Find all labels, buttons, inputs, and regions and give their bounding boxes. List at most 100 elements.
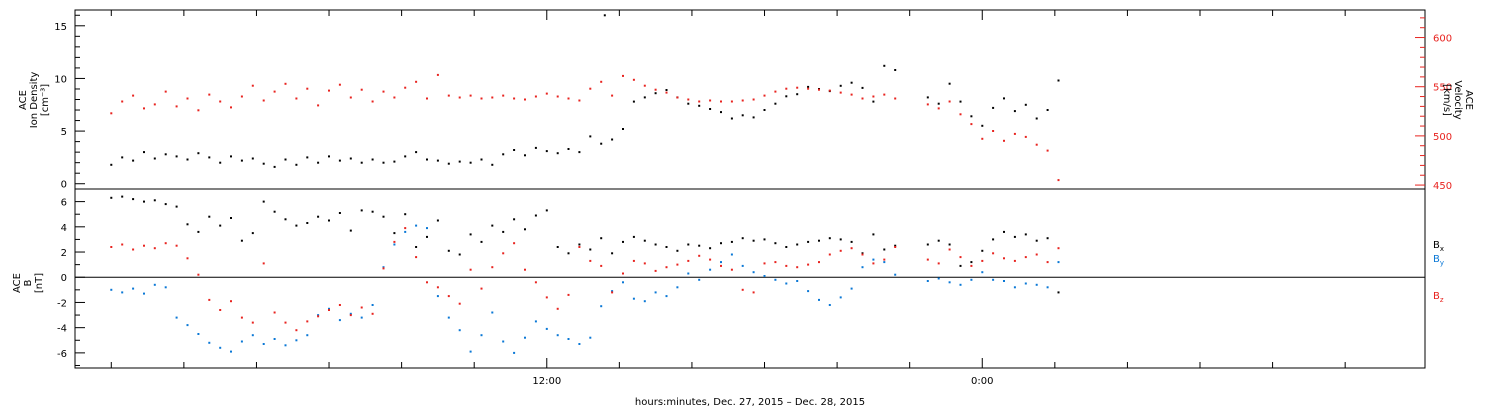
velocity-point — [1057, 179, 1060, 182]
density-point — [1024, 103, 1027, 106]
density-point — [382, 161, 385, 164]
bz-point — [948, 248, 951, 251]
density-point — [262, 162, 265, 165]
velocity-point — [1046, 149, 1049, 152]
bz-point — [970, 264, 973, 267]
by-point — [469, 350, 472, 353]
bz-point — [1035, 253, 1038, 256]
velocity-point — [175, 105, 178, 108]
bz-point — [676, 263, 679, 266]
ytick-label-right: 500 — [1433, 132, 1452, 143]
bz-point — [1024, 256, 1027, 259]
by-point — [676, 286, 679, 289]
density-point — [251, 157, 254, 160]
bx-point — [338, 212, 341, 214]
velocity-point — [589, 87, 592, 90]
density-point — [1013, 110, 1016, 113]
bx-point — [480, 240, 483, 243]
density-point — [230, 155, 232, 158]
legend-bx: Bx — [1433, 240, 1444, 253]
density-point — [992, 106, 995, 109]
velocity-point — [208, 93, 211, 96]
legend-bz: Bz — [1433, 291, 1444, 304]
by-point — [349, 312, 352, 315]
bz-point — [643, 262, 646, 265]
by-point — [1046, 286, 1049, 289]
bz-point — [720, 264, 722, 267]
by-point — [1003, 280, 1005, 282]
velocity-point — [730, 100, 733, 103]
bx-point — [567, 252, 570, 255]
bx-point — [382, 215, 385, 218]
by-point — [230, 350, 232, 353]
bz-point — [360, 306, 363, 309]
bx-point — [240, 239, 243, 242]
bz-point — [1013, 259, 1016, 262]
bx-point — [622, 240, 624, 243]
velocity-point — [937, 107, 940, 110]
bz-point — [436, 286, 439, 289]
bz-point — [698, 254, 701, 257]
velocity-point — [1024, 135, 1027, 138]
bx-point — [426, 235, 428, 238]
by-point — [850, 287, 853, 290]
velocity-point — [665, 91, 668, 94]
bz-point — [926, 258, 929, 261]
top-right-ylabel-line3: [km/s] — [1441, 84, 1452, 116]
bz-point — [524, 268, 526, 271]
velocity-point — [578, 99, 581, 102]
bx-point — [469, 233, 472, 236]
bx-point — [1057, 291, 1060, 294]
density-point — [197, 152, 200, 155]
velocity-point — [469, 94, 472, 97]
ytick-label: -2 — [57, 298, 67, 309]
bx-point — [970, 261, 973, 264]
bz-point — [589, 259, 592, 262]
density-point — [709, 108, 712, 110]
velocity-point — [545, 92, 548, 95]
by-point — [828, 304, 831, 306]
density-point — [1035, 117, 1038, 120]
density-point — [698, 104, 701, 107]
velocity-point — [426, 97, 428, 100]
velocity-point — [110, 112, 113, 115]
bottom-ylabel-line3: [nT] — [34, 273, 45, 293]
density-point — [121, 156, 124, 159]
bz-point — [883, 258, 886, 261]
bx-point — [251, 232, 254, 235]
bz-point — [796, 266, 799, 269]
by-point — [600, 305, 603, 308]
bx-point — [937, 239, 940, 242]
by-point — [393, 243, 396, 246]
bx-point — [295, 224, 298, 227]
velocity-point — [230, 106, 232, 109]
by-point — [219, 346, 222, 349]
bz-point — [534, 281, 537, 284]
ytick-label-right: 450 — [1433, 181, 1452, 192]
bx-point — [818, 239, 820, 242]
bz-point — [850, 247, 853, 250]
bx-point — [143, 200, 145, 203]
by-point — [567, 338, 570, 340]
bx-point — [872, 233, 875, 236]
density-point — [774, 102, 777, 105]
by-point — [284, 344, 287, 347]
by-point — [240, 340, 243, 343]
density-point — [208, 156, 211, 159]
velocity-point — [785, 87, 788, 90]
velocity-point — [153, 103, 156, 106]
density-point — [752, 116, 755, 119]
by-point — [524, 336, 526, 339]
velocity-point — [632, 78, 635, 81]
velocity-point — [349, 96, 352, 99]
density-point — [186, 158, 189, 161]
density-point — [545, 150, 548, 153]
velocity-point — [600, 80, 603, 83]
bz-point — [752, 291, 755, 294]
bz-point — [545, 296, 548, 299]
bx-point — [545, 209, 548, 212]
density-point — [763, 109, 766, 111]
density-point — [600, 142, 603, 145]
bx-point — [360, 209, 363, 212]
